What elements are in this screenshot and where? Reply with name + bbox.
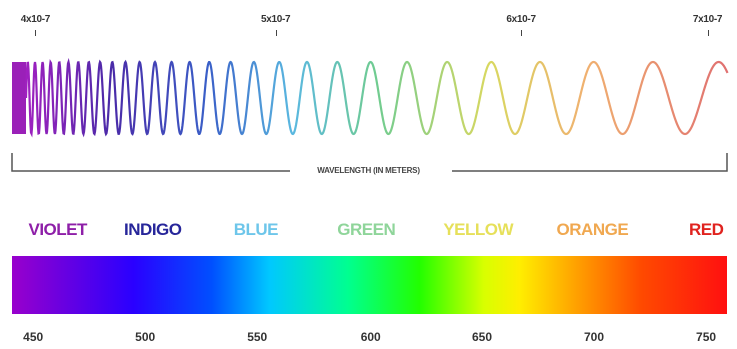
axis-caption-text: WAVELENGTH (IN METERS) xyxy=(311,166,426,175)
wave-line xyxy=(24,57,729,138)
nanometer-label: 650 xyxy=(471,330,492,344)
color-label-orange: ORANGE xyxy=(556,220,629,239)
wavelength-bracket xyxy=(11,153,728,172)
wavelength-axis-caption: WAVELENGTH (IN METERS) xyxy=(0,166,737,175)
color-label-indigo: INDIGO xyxy=(124,220,182,239)
spectrum-color-bar xyxy=(12,256,727,314)
nanometer-label: 500 xyxy=(135,330,156,344)
wave-graphic xyxy=(12,57,729,138)
wavelength-tick-mark xyxy=(707,30,709,36)
wavelength-tick-label: 7x10-7 xyxy=(692,14,723,25)
wavelength-tick-label: 6x10-7 xyxy=(506,14,536,25)
nanometer-label: 450 xyxy=(23,330,44,344)
wavelength-tick-mark xyxy=(521,30,523,36)
color-label-blue: BLUE xyxy=(233,220,279,239)
wave-start-block xyxy=(12,62,26,134)
wavelength-tick-label: 4x10-7 xyxy=(20,14,51,25)
color-label-green: GREEN xyxy=(337,220,396,239)
nanometer-label: 700 xyxy=(584,330,605,344)
color-label-violet: VIOLET xyxy=(28,220,87,239)
wavelength-tick-label: 5x10-7 xyxy=(260,14,291,25)
nanometer-label: 750 xyxy=(696,330,717,344)
nanometer-label: 550 xyxy=(247,330,268,344)
nanometer-label: 600 xyxy=(360,330,381,344)
wavelength-tick-mark xyxy=(275,30,277,36)
color-label-red: RED xyxy=(689,220,724,239)
wavelength-tick-mark xyxy=(35,30,37,36)
color-label-yellow: YELLOW xyxy=(443,220,514,239)
